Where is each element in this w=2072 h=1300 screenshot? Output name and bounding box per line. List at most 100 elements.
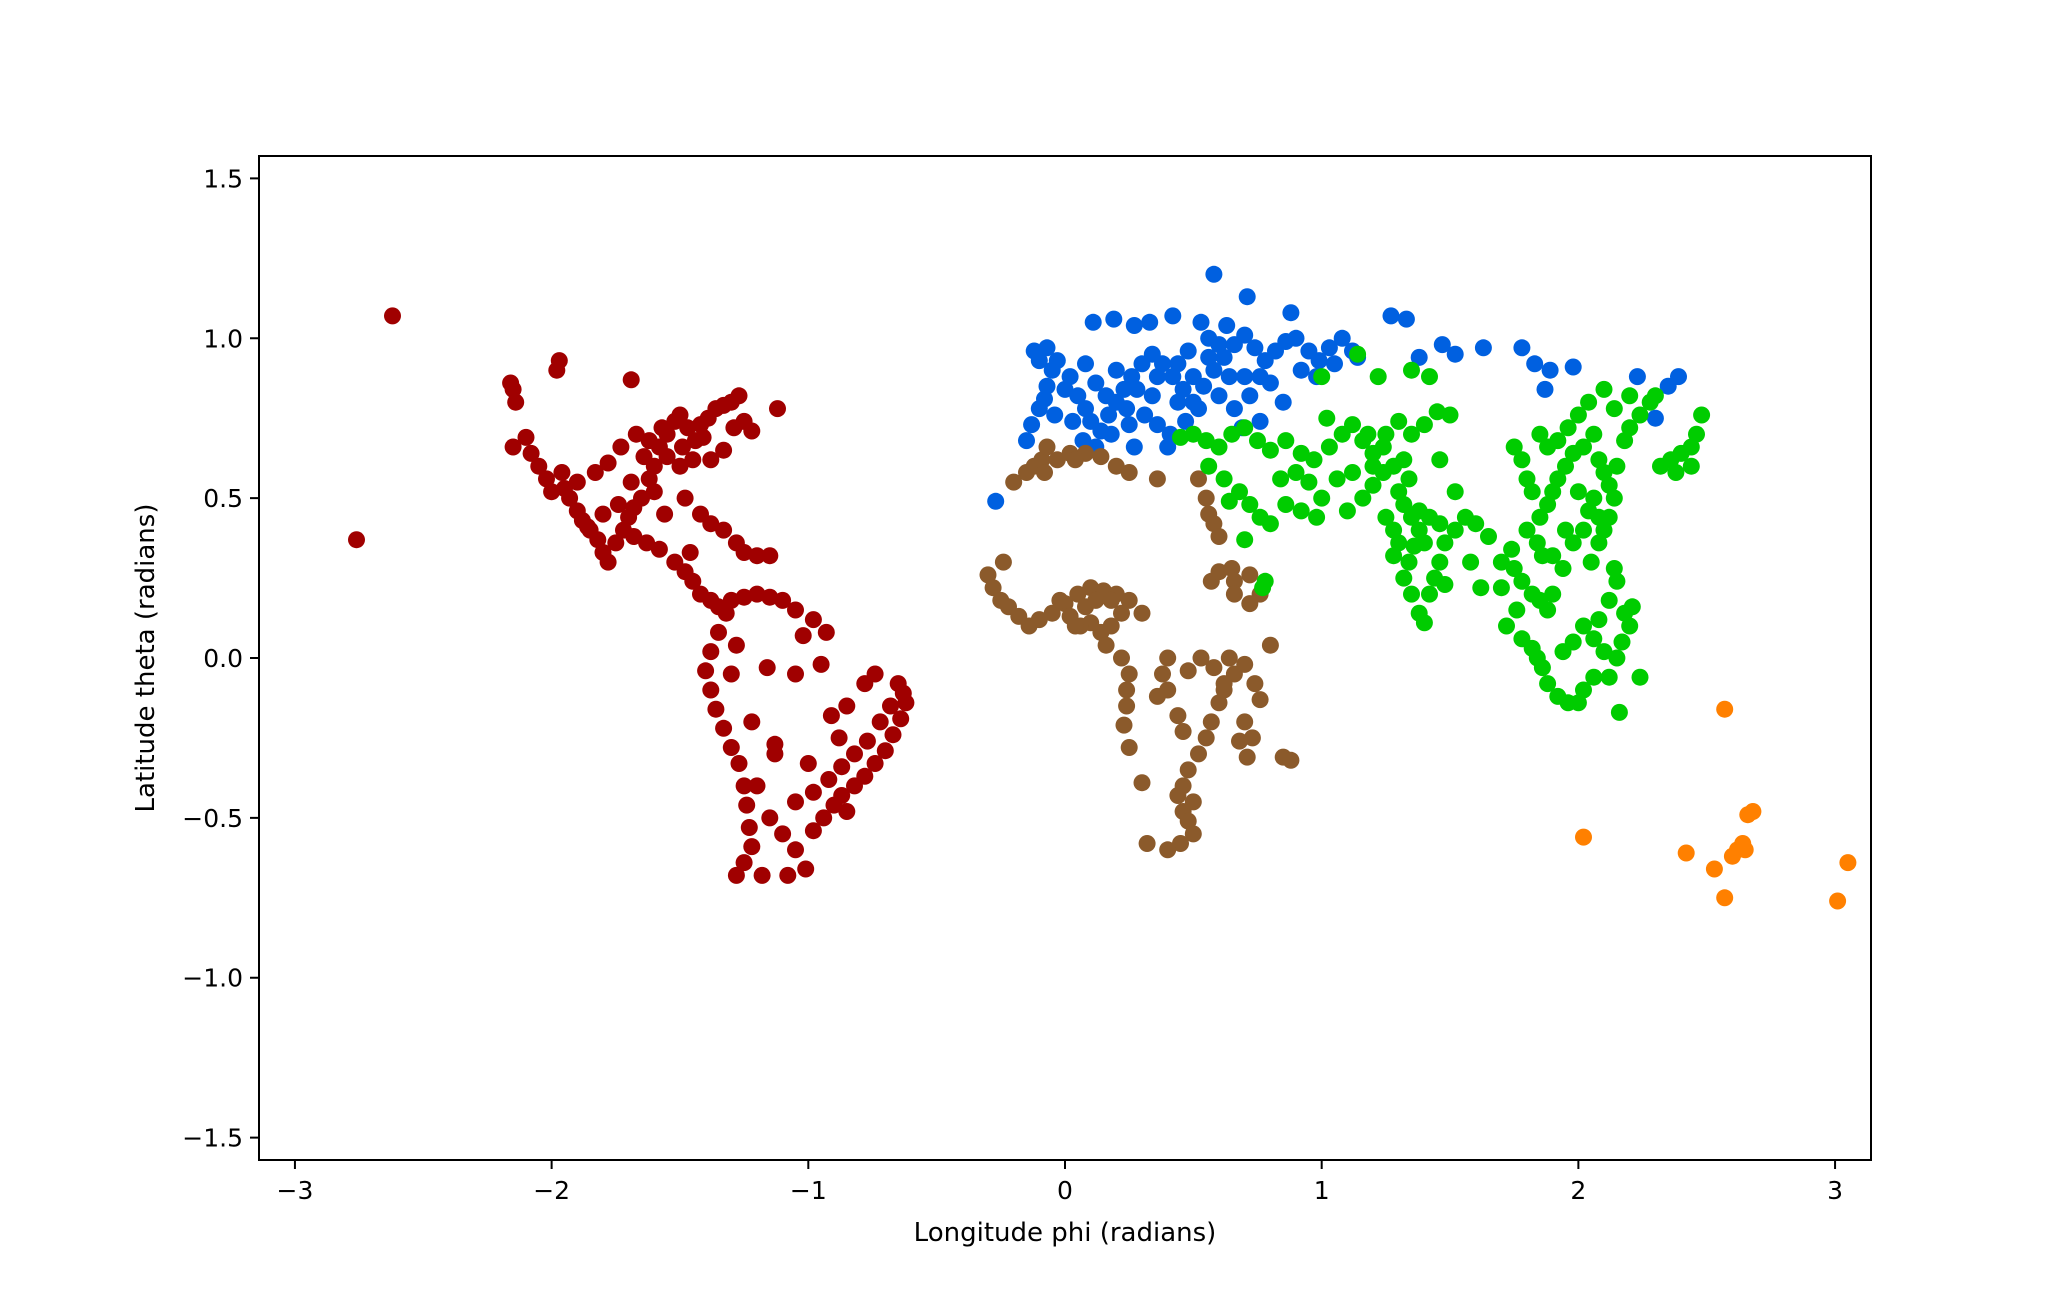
scatter-point — [1462, 553, 1480, 571]
scatter-point — [1133, 604, 1151, 622]
scatter-point — [1205, 515, 1223, 533]
scatter-point — [1575, 828, 1592, 846]
scatter-point — [1441, 406, 1459, 424]
scatter-point — [761, 547, 779, 565]
scatter-point — [1575, 438, 1592, 456]
scatter-point — [1359, 425, 1377, 443]
scatter-point — [1503, 540, 1521, 558]
scatter-point — [348, 531, 365, 549]
scatter-point — [1736, 841, 1754, 859]
scatter-point — [1197, 489, 1215, 507]
scatter-point — [1397, 310, 1415, 328]
scatter-point — [1400, 470, 1418, 488]
scatter-point — [1829, 892, 1847, 910]
scatter-point — [1608, 649, 1626, 667]
scatter-point — [1118, 400, 1136, 418]
scatter-point — [1400, 553, 1418, 571]
scatter-point — [1097, 387, 1115, 405]
scatter-point — [1200, 348, 1218, 366]
scatter-point — [730, 755, 748, 772]
scatter-point — [1120, 416, 1138, 434]
scatter-point — [1243, 729, 1261, 747]
scatter-point — [633, 489, 650, 507]
scatter-point — [1200, 457, 1218, 475]
scatter-point — [1272, 470, 1290, 488]
scatter-point — [1557, 521, 1574, 539]
scatter-point — [1107, 457, 1125, 475]
scatter-point — [1169, 355, 1187, 373]
scatter-point — [1682, 438, 1700, 456]
scatter-point — [1154, 665, 1171, 683]
scatter-point — [1120, 665, 1138, 683]
scatter-point — [653, 419, 671, 437]
scatter-point — [1164, 368, 1182, 386]
scatter-point — [1118, 697, 1136, 715]
scatter-point — [1682, 457, 1700, 475]
scatter-point — [1215, 470, 1233, 488]
scatter-point — [1141, 313, 1159, 331]
scatter-point — [607, 534, 625, 552]
scatter-point — [871, 713, 889, 731]
scatter-point — [838, 697, 856, 715]
scatter-point — [1688, 425, 1705, 443]
scatter-point — [586, 464, 604, 481]
scatter-point — [1043, 604, 1061, 622]
scatter-point — [1313, 489, 1331, 507]
scatter-point — [735, 777, 753, 795]
scatter-point — [830, 729, 848, 747]
scatter-point — [1526, 355, 1544, 373]
scatter-point — [1282, 751, 1300, 769]
scatter-point — [787, 841, 804, 859]
scatter-point — [1069, 387, 1087, 405]
x-tick-label: −3 — [277, 1176, 314, 1205]
scatter-point — [804, 822, 822, 840]
scatter-point — [1508, 601, 1526, 619]
scatter-point — [838, 803, 856, 820]
scatter-point — [1048, 352, 1066, 370]
scatter-point — [1505, 560, 1523, 577]
scatter-point — [722, 591, 740, 609]
scatter-point — [722, 665, 740, 683]
scatter-point — [1169, 393, 1187, 411]
scatter-point — [1138, 835, 1156, 852]
scatter-point — [1215, 348, 1233, 366]
scatter-point — [769, 400, 786, 418]
scatter-point — [1238, 288, 1256, 306]
scatter-point — [1120, 739, 1138, 756]
scatter-point — [1492, 579, 1510, 597]
scatter-point — [761, 588, 779, 606]
scatter-point — [1839, 854, 1857, 872]
scatter-point — [1148, 368, 1166, 386]
scatter-point — [1621, 387, 1639, 405]
scatter-point — [702, 451, 720, 469]
scatter-point — [1518, 521, 1536, 539]
y-tick-label: 1.5 — [203, 164, 243, 193]
scatter-point — [820, 771, 838, 788]
scatter-point — [727, 636, 745, 654]
scatter-point — [882, 697, 899, 715]
scatter-point — [1659, 377, 1677, 395]
x-axis-label: Longitude phi (radians) — [914, 1218, 1217, 1248]
scatter-point — [748, 547, 766, 565]
scatter-point — [1018, 432, 1035, 450]
scatter-point — [1436, 576, 1454, 593]
scatter-point — [1608, 572, 1626, 590]
scatter-point — [1385, 547, 1403, 565]
scatter-point — [740, 819, 758, 836]
scatter-point — [717, 604, 735, 622]
scatter-point — [846, 777, 863, 795]
scatter-point — [730, 387, 748, 405]
scatter-point — [609, 496, 627, 513]
y-tick-label: −0.5 — [182, 804, 243, 833]
scatter-point — [1600, 476, 1618, 494]
scatter-point — [1403, 585, 1420, 603]
scatter-point — [1246, 675, 1264, 693]
scatter-point — [1102, 591, 1120, 609]
scatter-point — [679, 419, 697, 437]
scatter-point — [1338, 502, 1356, 520]
scatter-point — [1241, 387, 1259, 405]
y-axis-ticks: −1.5 −1.0 −0.5 0.0 0.5 1.0 1.5 — [182, 164, 259, 1153]
x-tick-label: 2 — [1570, 1176, 1586, 1205]
scatter-point — [1184, 793, 1202, 811]
scatter-point — [1251, 691, 1269, 709]
